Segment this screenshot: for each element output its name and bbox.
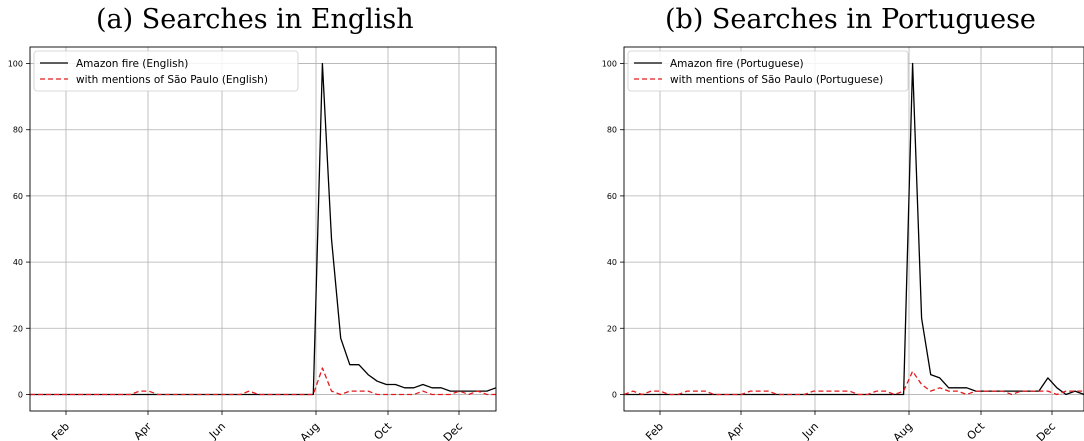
plot-frame: [29, 46, 497, 412]
y-tick-label: 60: [13, 192, 23, 201]
y-tick-label: 100: [8, 60, 23, 69]
y-tick-label: 20: [607, 324, 617, 333]
chart-title-english: (a) Searches in English: [96, 4, 414, 35]
y-tick-label: 40: [13, 258, 23, 267]
plot-frame: [623, 46, 1084, 412]
legend-box: [33, 50, 299, 92]
y-tick-label: 20: [13, 324, 23, 333]
legend-label: Amazon fire (English): [76, 58, 188, 70]
y-tick-label: 0: [18, 390, 23, 399]
legend-box: [627, 50, 909, 92]
x-tick-label: Feb: [643, 420, 666, 441]
y-tick-label: 80: [13, 126, 23, 135]
series-line-sao-paulo-english: [30, 367, 496, 396]
legend: Amazon fire (English) with mentions of Sã…: [33, 50, 299, 92]
x-tick-label: Apr: [724, 420, 747, 441]
legend-label: with mentions of São Paulo (Portuguese): [670, 74, 883, 86]
chart-title-portuguese: (b) Searches in Portuguese: [665, 4, 1036, 35]
x-tick-label: Dec: [1034, 420, 1058, 441]
series-line-amazon-fire-portuguese: [624, 62, 1084, 396]
y-tick-label: 100: [602, 60, 617, 69]
y-tick-label: 40: [607, 258, 617, 267]
x-tick-label: Oct: [964, 419, 987, 441]
x-tick-label: Aug: [891, 420, 915, 441]
legend-label: Amazon fire (Portuguese): [670, 58, 804, 70]
y-tick-label: 0: [612, 390, 617, 399]
y-tick-label: 80: [607, 126, 617, 135]
series-line-sao-paulo-portuguese: [623, 370, 1084, 396]
x-tick-label: Jun: [799, 420, 821, 441]
legend: Amazon fire (Portuguese) with mentions of…: [627, 50, 909, 92]
legend-label: with mentions of São Paulo (English): [76, 74, 268, 86]
y-tick-label: 60: [607, 192, 617, 201]
